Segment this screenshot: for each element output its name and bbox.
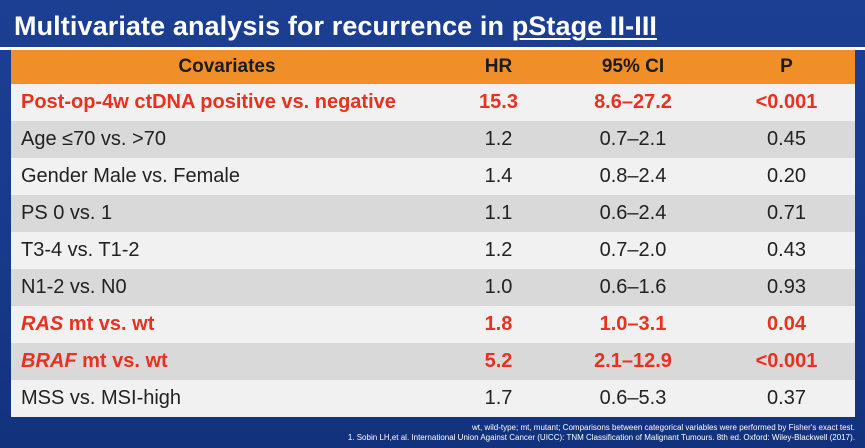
covariate-cell: T3-4 vs. T1-2 [21,239,140,261]
gene-name: RAS [21,313,64,335]
covariate-cell: Post-op-4w ctDNA positive vs. negative [21,91,396,113]
hr-cell: 1.8 [484,313,513,335]
footnotes: wt, wild-type; mt, mutant; Comparisons b… [348,423,855,443]
p-cell: 0.04 [767,313,806,335]
p-cell: 0.43 [767,239,806,261]
ci-cell: 0.6–2.4 [599,202,667,224]
p-cell: 0.71 [767,202,806,224]
ci-cell: 1.0–3.1 [599,313,667,335]
ci-cell: 8.6–27.2 [594,91,672,113]
table-row-ras: RAS mt vs. wt 1.8 1.0–3.1 0.04 [11,306,855,343]
p-cell: <0.001 [755,91,818,113]
covariate-cell: MSS vs. MSI-high [21,387,182,409]
title-divider [0,47,865,50]
table-row-t-stage: T3-4 vs. T1-2 1.2 0.7–2.0 0.43 [11,232,855,269]
covariate-rest: mt vs. wt [63,313,155,335]
p-cell: <0.001 [755,350,818,372]
table-row-age: Age ≤70 vs. >70 1.2 0.7–2.1 0.45 [11,121,855,158]
table-row-braf: BRAF mt vs. wt 5.2 2.1–12.9 <0.001 [11,343,855,380]
ci-cell: 0.7–2.1 [599,128,667,150]
multivariate-table: Covariates HR 95% CI P Post-op-4w ctDNA … [11,50,855,417]
table-header-row: Covariates HR 95% CI P [11,50,855,84]
hr-cell: 1.2 [484,239,513,261]
hr-cell: 1.0 [484,276,513,298]
ci-cell: 2.1–12.9 [594,350,672,372]
covariate-cell: RAS mt vs. wt [11,313,449,336]
hr-cell: 1.2 [484,128,513,150]
p-cell: 0.37 [767,387,806,409]
covariate-cell: Gender Male vs. Female [21,165,240,187]
covariate-cell: Age ≤70 vs. >70 [21,128,166,150]
p-cell: 0.20 [767,165,806,187]
covariate-cell: BRAF mt vs. wt [11,350,449,373]
title-prefix: Multivariate analysis for recurrence in [14,11,512,41]
hr-cell: 1.1 [484,202,513,224]
p-cell: 0.45 [767,128,806,150]
footnote-abbreviations: wt, wild-type; mt, mutant; Comparisons b… [471,423,855,432]
table-row-msi: MSS vs. MSI-high 1.7 0.6–5.3 0.37 [11,380,855,417]
ci-cell: 0.8–2.4 [599,165,667,187]
hr-cell: 1.7 [484,387,513,409]
ci-cell: 0.7–2.0 [599,239,667,261]
covariate-cell: PS 0 vs. 1 [21,202,113,224]
header-p: P [780,56,793,77]
ci-cell: 0.6–1.6 [599,276,667,298]
covariate-cell: N1-2 vs. N0 [21,276,127,298]
header-ci: 95% CI [601,56,665,77]
ci-cell: 0.6–5.3 [599,387,667,409]
covariate-rest: mt vs. wt [76,350,168,372]
header-covariates: Covariates [178,56,276,77]
hr-cell: 15.3 [479,91,518,113]
table-row-gender: Gender Male vs. Female 1.4 0.8–2.4 0.20 [11,158,855,195]
table-row-n-stage: N1-2 vs. N0 1.0 0.6–1.6 0.93 [11,269,855,306]
hr-cell: 1.4 [484,165,513,187]
table-row-ctdna: Post-op-4w ctDNA positive vs. negative 1… [11,84,855,121]
gene-name: BRAF [21,350,77,372]
title-emphasis: pStage II-III [511,11,658,41]
table-row-ps: PS 0 vs. 1 1.1 0.6–2.4 0.71 [11,195,855,232]
footnote-reference: 1. Sobin LH,et al. International Union A… [347,433,855,442]
p-cell: 0.93 [767,276,806,298]
slide-title: Multivariate analysis for recurrence in … [14,6,657,46]
header-hr: HR [484,56,513,77]
hr-cell: 5.2 [484,350,513,372]
